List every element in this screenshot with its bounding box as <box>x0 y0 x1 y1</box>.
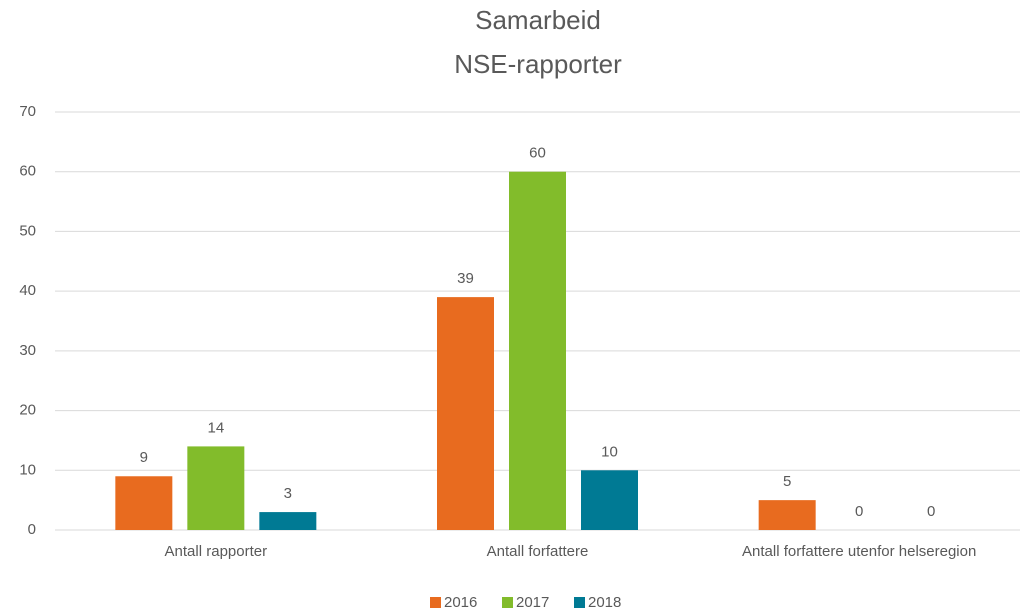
bar <box>581 470 638 530</box>
data-label: 0 <box>855 503 863 520</box>
bar <box>187 446 245 530</box>
data-label: 0 <box>927 503 935 520</box>
bar <box>758 500 816 530</box>
bar <box>437 297 494 530</box>
legend-label: 2017 <box>516 594 549 611</box>
chart-subtitle: NSE-rapporter <box>454 49 622 79</box>
y-tick-label: 40 <box>19 282 36 299</box>
y-tick-label: 30 <box>19 342 36 359</box>
y-tick-label: 50 <box>19 222 36 239</box>
legend-swatch <box>430 597 441 608</box>
chart-title: Samarbeid <box>475 5 601 35</box>
data-label: 39 <box>457 270 474 287</box>
legend-label: 2018 <box>588 594 621 611</box>
legend-swatch <box>574 597 585 608</box>
y-tick-label: 0 <box>28 521 36 538</box>
y-tick-label: 60 <box>19 163 36 180</box>
x-tick-label: Antall forfattere <box>487 543 589 560</box>
data-label: 14 <box>207 419 224 436</box>
legend-swatch <box>502 597 513 608</box>
y-tick-label: 70 <box>19 103 36 120</box>
legend-label: 2016 <box>444 594 477 611</box>
data-label: 5 <box>783 473 791 490</box>
bar <box>509 171 566 530</box>
x-tick-label: Antall forfattere utenfor helseregion <box>742 543 976 560</box>
x-tick-label: Antall rapporter <box>165 543 268 560</box>
data-label: 60 <box>529 145 546 162</box>
data-label: 3 <box>284 485 292 502</box>
y-tick-label: 10 <box>19 461 36 478</box>
data-label: 9 <box>140 449 148 466</box>
y-tick-label: 20 <box>19 402 36 419</box>
data-label: 10 <box>601 443 618 460</box>
bar <box>259 512 317 530</box>
bar <box>115 476 173 530</box>
